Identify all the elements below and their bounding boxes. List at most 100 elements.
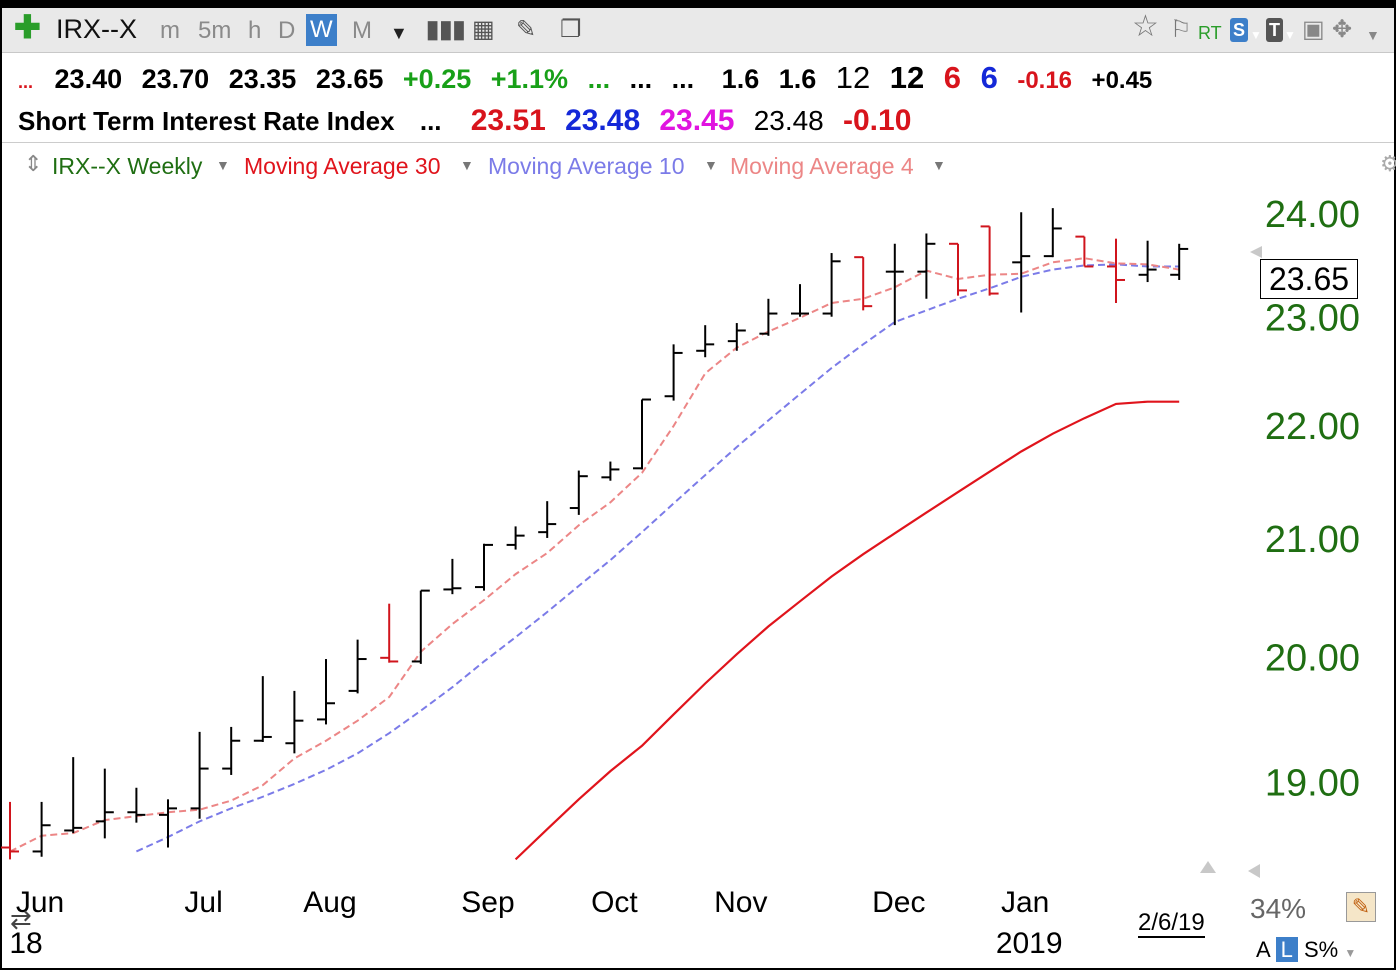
ohlc-bar[interactable] (1043, 208, 1062, 258)
quote-lead: ... (18, 72, 34, 92)
resize-handle-icon[interactable]: ⇕ (24, 151, 43, 176)
ohlc-bar[interactable] (64, 757, 83, 834)
quote-dots-1: ... (587, 64, 611, 94)
ohlc-bar[interactable] (885, 243, 904, 326)
ohlc-bar[interactable] (633, 398, 651, 470)
ohlc-bar[interactable] (538, 501, 557, 538)
ohlc-bar[interactable] (569, 470, 588, 515)
ohlc-bar[interactable] (1075, 235, 1094, 268)
legend-ma10[interactable]: Moving Average 10 (488, 153, 685, 179)
ohlc-bar[interactable] (159, 799, 177, 848)
timeframe-w[interactable]: W (306, 14, 337, 46)
timeframe-mo[interactable]: M (352, 17, 372, 44)
quote-dots-3: ... (671, 64, 695, 94)
ohlc-bar[interactable] (822, 253, 841, 317)
ohlc-bar[interactable] (380, 603, 399, 663)
ohlc-bar[interactable] (95, 768, 114, 839)
ohlc-bar[interactable] (285, 690, 304, 754)
timeframe-d[interactable]: D (278, 17, 296, 44)
ohlc-bar[interactable] (1138, 240, 1157, 283)
edit-pencil-icon[interactable]: ✎ (1346, 892, 1376, 922)
timeframe-5m[interactable]: 5m (198, 17, 232, 44)
ohlc-bar[interactable] (696, 325, 715, 358)
ohlc-bar[interactable] (727, 323, 746, 351)
scroll-up-arrow-icon[interactable] (1200, 861, 1216, 873)
scroll-left-arrow-icon[interactable] (1250, 246, 1262, 258)
legend-ma30[interactable]: Moving Average 30 (244, 153, 441, 179)
ohlc-bar[interactable] (664, 344, 683, 401)
y-tick-label: 23.00 (1265, 298, 1360, 340)
ohlc-bar[interactable] (854, 256, 873, 311)
move-icon[interactable]: ✥ (1332, 16, 1353, 43)
ma30-value: 23.51 (470, 104, 546, 137)
draw-pencil-icon[interactable]: ✎ (516, 16, 537, 43)
ohlc-bar[interactable] (348, 639, 367, 694)
symbol-label[interactable]: IRX--X (56, 14, 137, 44)
last-price-box: 23.65 (1260, 259, 1358, 299)
ohlc-bar[interactable] (506, 526, 525, 550)
menu-dropdown-icon[interactable]: ▼ (1366, 27, 1380, 43)
scale-options: A L S% ▼ (1256, 937, 1356, 963)
ohlc-bar[interactable] (411, 589, 430, 664)
ohlc-bar[interactable] (1170, 243, 1189, 280)
s-dropdown-icon[interactable]: ▼ (1250, 28, 1262, 42)
realtime-label[interactable]: RT (1198, 23, 1222, 43)
ohlc-bar[interactable] (317, 659, 335, 725)
ma4-value: 23.45 (659, 104, 735, 137)
bar-style-icon[interactable]: ▮▮▮ (426, 16, 466, 43)
quote-close: 23.65 (315, 64, 384, 94)
t-button[interactable]: T (1266, 18, 1283, 42)
scale-dropdown-icon[interactable]: ▼ (1344, 946, 1357, 960)
ohlc-bar[interactable] (475, 543, 493, 591)
ohlc-bar[interactable] (759, 298, 778, 336)
ohlc-bar[interactable] (1107, 238, 1125, 303)
ohlc-bar[interactable] (1012, 212, 1031, 313)
scale-percent[interactable]: S% (1303, 937, 1339, 962)
scroll-left-bottom-icon[interactable] (1248, 864, 1260, 878)
x-tick-label: Jul (184, 886, 222, 919)
ohlc-bar[interactable] (791, 284, 809, 317)
x-tick-label: Aug (303, 886, 356, 919)
x-tick-label: Jun (16, 886, 64, 919)
ohlc-bar[interactable] (32, 801, 51, 857)
scale-log[interactable]: L (1275, 937, 1298, 962)
dropdown-arrow-icon[interactable]: ▼ (390, 23, 408, 43)
timeframe-m[interactable]: m (160, 17, 180, 44)
ohlc-bar[interactable] (253, 676, 272, 742)
ohlc-bar[interactable] (127, 787, 146, 823)
add-symbol-icon[interactable]: ✚ (14, 9, 41, 45)
t-dropdown-icon[interactable]: ▼ (1284, 28, 1296, 42)
ohlc-bar[interactable] (980, 225, 999, 296)
ohlc-bar[interactable] (917, 233, 936, 299)
ohlc-bar[interactable] (443, 558, 462, 595)
layers-icon[interactable]: ❐ (560, 16, 582, 43)
favorite-star-icon[interactable]: ☆ (1132, 10, 1159, 43)
y-tick-label: 19.00 (1265, 762, 1360, 804)
quote-change: +0.25 (402, 64, 472, 94)
cursor-date: 2/6/19 (1138, 909, 1205, 938)
ohlc-bar[interactable] (1, 801, 19, 860)
legend-main[interactable]: IRX--X Weekly (52, 153, 203, 179)
scale-auto[interactable]: A (1256, 937, 1270, 962)
legend-main-dropdown-icon[interactable]: ▼ (216, 157, 230, 173)
timeframe-h[interactable]: h (248, 17, 262, 44)
flag-icon[interactable]: ⚐ (1170, 16, 1192, 43)
ohlc-bar[interactable] (190, 731, 209, 819)
quote-dots-2: ... (629, 64, 653, 94)
link-icon[interactable]: ⇄ (10, 904, 32, 934)
ohlc-bar[interactable] (222, 726, 241, 775)
save-icon[interactable]: ▣ (1302, 16, 1325, 43)
s-button[interactable]: S (1230, 18, 1249, 42)
legend-ma30-dropdown-icon[interactable]: ▼ (460, 157, 474, 173)
legend-ma4-dropdown-icon[interactable]: ▼ (932, 157, 946, 173)
index-dots: ... (419, 106, 442, 136)
ohlc-bar[interactable] (949, 242, 967, 296)
y-tick-label: 20.00 (1265, 638, 1360, 680)
calendar-icon[interactable]: ▦ (472, 16, 495, 43)
legend-ma4[interactable]: Moving Average 4 (730, 153, 914, 179)
zoom-level[interactable]: 34% (1250, 893, 1307, 924)
ohlc-bar[interactable] (601, 461, 620, 481)
settings-icon[interactable]: ⚙ (1380, 151, 1396, 176)
legend-ma10-dropdown-icon[interactable]: ▼ (704, 157, 718, 173)
